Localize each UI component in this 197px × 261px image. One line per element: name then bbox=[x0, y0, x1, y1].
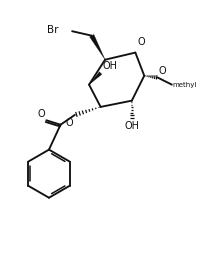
Text: OH: OH bbox=[124, 121, 139, 131]
Polygon shape bbox=[89, 72, 102, 85]
Text: OH: OH bbox=[102, 61, 117, 71]
Text: O: O bbox=[65, 118, 73, 128]
Text: O: O bbox=[159, 66, 166, 76]
Polygon shape bbox=[90, 34, 105, 60]
Text: Br: Br bbox=[47, 25, 59, 35]
Text: O: O bbox=[38, 109, 46, 119]
Text: O: O bbox=[137, 37, 145, 47]
Text: methyl: methyl bbox=[173, 82, 197, 88]
